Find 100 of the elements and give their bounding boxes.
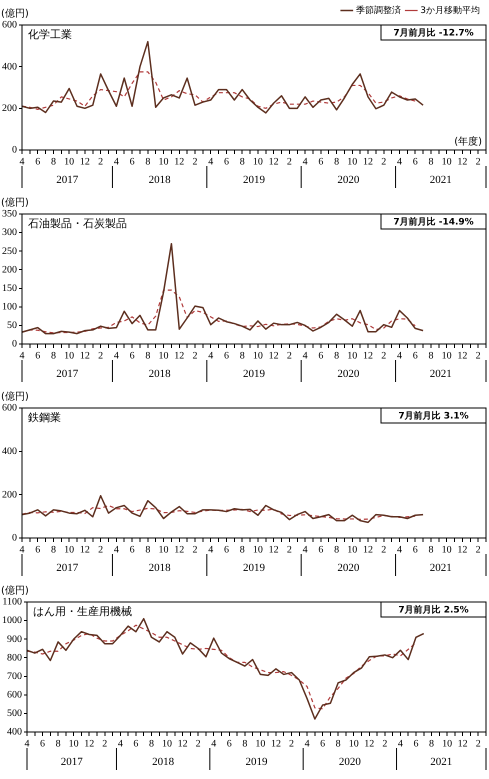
- x-tick-label: 6: [35, 156, 40, 168]
- text: 2020: [337, 368, 360, 380]
- x-tick-label: 4: [114, 544, 119, 556]
- x-tick-label: 2: [192, 544, 198, 556]
- x-tick-label: 12: [80, 156, 90, 168]
- x-tick-label: 6: [133, 738, 138, 750]
- x-tick-label: 12: [363, 544, 374, 556]
- x-tick-label: 12: [457, 544, 468, 556]
- x-tick-label: 10: [64, 544, 74, 556]
- x-tick-label: 10: [347, 156, 358, 168]
- annotation: 7月前月比 -14.9%: [393, 216, 474, 228]
- x-tick-label: 8: [145, 544, 150, 556]
- text: 2021: [430, 174, 452, 186]
- annotation: 7月前月比 3.1%: [398, 410, 469, 422]
- x-tick-label: 2: [102, 738, 108, 750]
- text: 2020: [338, 756, 362, 768]
- y-tick-label: 0: [12, 144, 17, 156]
- x-tick-label: 4: [20, 544, 24, 556]
- x-tick-label: 6: [35, 544, 40, 556]
- x-tick-label: 12: [457, 350, 468, 362]
- x-tick-label: 10: [348, 738, 359, 750]
- x-tick-label: 2: [98, 156, 104, 168]
- x-tick-label: 12: [268, 544, 279, 556]
- x-tick-label: 4: [396, 544, 402, 556]
- x-tick-label: 2: [476, 350, 481, 362]
- chart-title: 化学工業: [28, 28, 72, 41]
- x-tick-label: 10: [252, 156, 263, 168]
- x-tick-label: 2: [192, 156, 198, 168]
- x-tick-label: 12: [270, 738, 281, 750]
- x-tick-label: 10: [158, 156, 169, 168]
- x-tick-label: 6: [318, 350, 324, 362]
- x-tick-label: 12: [178, 738, 188, 750]
- x-tick-label: 4: [208, 544, 214, 556]
- x-tick-label: 10: [255, 738, 266, 750]
- y-tick-label: 400: [7, 726, 22, 738]
- text: 2017: [56, 368, 79, 380]
- x-tick-label: 10: [68, 738, 79, 750]
- x-tick-label: 8: [429, 738, 434, 750]
- chart-title: 石油製品・石炭製品: [28, 216, 127, 230]
- annotation: 7月前月比 2.5%: [398, 604, 469, 616]
- x-tick-label: 4: [208, 156, 214, 168]
- x-tick-label: 12: [174, 350, 184, 362]
- x-tick-label: 12: [364, 738, 374, 750]
- x-tick-label: 2: [286, 156, 292, 168]
- x-tick-label: 10: [64, 350, 74, 362]
- y-axis-title: (億円): [1, 196, 29, 209]
- x-tick-label: 12: [363, 350, 374, 362]
- x-tick-label: 10: [252, 350, 263, 362]
- x-tick-label: 10: [347, 544, 358, 556]
- y-tick-label: 200: [2, 489, 17, 500]
- y-tick-label: 600: [2, 402, 17, 414]
- annotation: 7月前月比 -12.7%: [393, 27, 474, 38]
- x-tick-label: 4: [398, 738, 403, 750]
- x-tick-label: 6: [224, 544, 229, 556]
- x-tick-label: 6: [224, 156, 229, 168]
- y-tick-label: 700: [7, 670, 22, 682]
- x-tick-label: 4: [302, 156, 308, 168]
- x-tick-label: 8: [145, 156, 150, 168]
- x-tick-label: 10: [442, 544, 452, 556]
- x-tick-label: 4: [396, 350, 402, 362]
- x-tick-label: 2: [192, 350, 198, 362]
- y-tick-label: 1100: [2, 596, 22, 608]
- x-tick-label: 2: [286, 544, 292, 556]
- x-tick-label: 4: [211, 738, 216, 750]
- x-tick-label: 10: [158, 350, 169, 362]
- text: 2018: [148, 174, 172, 186]
- legend-label: 季節調整済: [356, 4, 401, 16]
- x-tick-label: 8: [240, 350, 245, 362]
- x-tick-label: 4: [114, 350, 119, 362]
- x-tick-label: 8: [56, 738, 61, 750]
- y-tick-label: 0: [12, 532, 17, 544]
- x-tick-label: 6: [412, 156, 418, 168]
- y-tick-label: 500: [7, 708, 22, 720]
- x-tick-label: 2: [382, 738, 388, 750]
- x-tick-label: 6: [35, 350, 40, 362]
- y-tick-label: 1000: [2, 615, 22, 626]
- x-tick-label: 6: [130, 156, 135, 168]
- y-axis-title: (億円): [1, 584, 29, 597]
- x-tick-label: 8: [148, 738, 154, 750]
- x-tick-label: 10: [442, 156, 452, 168]
- x-tick-label: 2: [476, 738, 481, 750]
- x-tick-label: 4: [20, 350, 24, 362]
- x-tick-label: 2: [98, 350, 104, 362]
- text: 2019: [246, 756, 268, 768]
- text: 2019: [243, 174, 266, 186]
- chart-title: 鉄鋼業: [28, 410, 61, 424]
- x-tick-label: 8: [240, 156, 245, 168]
- y-tick-label: 0: [12, 338, 17, 350]
- y-tick-label: 350: [2, 208, 17, 220]
- y-axis-title: (億円): [1, 390, 29, 403]
- x-tick-label: 4: [304, 738, 310, 750]
- y-tick-label: 400: [2, 61, 17, 72]
- text: 2019: [243, 368, 266, 380]
- x-tick-label: 12: [363, 156, 374, 168]
- text: 2018: [152, 756, 175, 768]
- x-tick-label: 2: [381, 544, 386, 556]
- x-tick-label: 8: [242, 738, 248, 750]
- x-tick-label: 8: [428, 544, 434, 556]
- text: 2020: [337, 562, 360, 574]
- text: 2017: [56, 174, 79, 186]
